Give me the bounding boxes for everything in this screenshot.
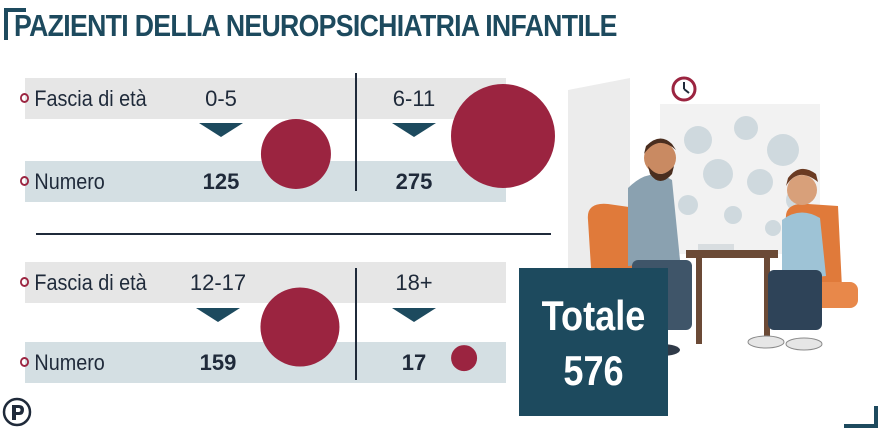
- bullet-circle-icon: [20, 277, 29, 287]
- count-row-label-top: Numero: [20, 169, 105, 195]
- frame-corner-top-left: [4, 8, 26, 40]
- count-row-label-bottom: Numero: [20, 350, 105, 376]
- column-separator-top: [355, 73, 357, 191]
- value-bubble: [451, 84, 555, 188]
- age-band-bottom: [25, 262, 506, 303]
- category-label: 0-5: [205, 86, 237, 111]
- bullet-circle-icon: [20, 176, 29, 186]
- down-arrow-icon: [392, 123, 436, 137]
- value-label: 275: [395, 169, 433, 194]
- value-label: 125: [202, 169, 240, 194]
- bullet-circle-icon: [20, 93, 29, 103]
- count-band-bottom: [25, 342, 506, 383]
- value-label: 159: [199, 350, 237, 375]
- block-separator: [36, 233, 551, 235]
- column-separator-bottom: [355, 268, 357, 380]
- down-arrow-icon: [199, 123, 243, 137]
- category-label: 12-17: [189, 270, 247, 295]
- age-row-label-top: Fascia di età: [20, 86, 147, 112]
- value-bubble: [260, 287, 340, 367]
- down-arrow-icon: [196, 308, 240, 322]
- publisher-logo-icon: [2, 397, 32, 427]
- value-bubble: [260, 118, 332, 190]
- bullet-circle-icon: [20, 357, 29, 367]
- frame-corner-bottom-right: [844, 406, 878, 428]
- total-label: Totale: [541, 292, 646, 339]
- down-arrow-icon: [392, 308, 436, 322]
- value-bubble: [451, 345, 477, 371]
- category-label: 6-11: [392, 86, 436, 111]
- chart-title: PAZIENTI DELLA NEUROPSICHIATRIA INFANTIL…: [14, 8, 617, 43]
- value-label: 17: [401, 350, 427, 375]
- total-value: 576: [563, 347, 624, 394]
- total-box: Totale 576: [519, 268, 668, 416]
- age-row-label-bottom: Fascia di età: [20, 270, 147, 296]
- category-label: 18+: [395, 270, 433, 295]
- age-band-top: [25, 78, 506, 119]
